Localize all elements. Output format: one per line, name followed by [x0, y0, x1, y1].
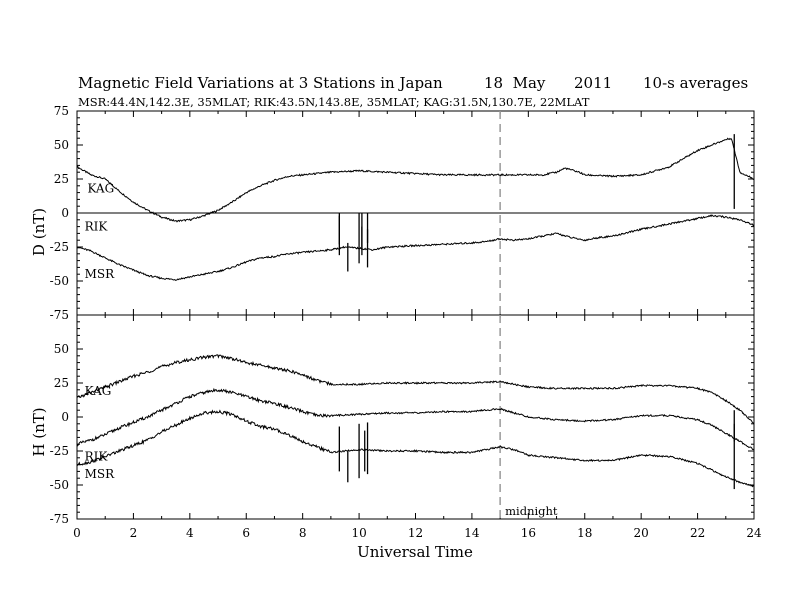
x-tick-label: 4 — [186, 526, 194, 540]
x-tick-label: 8 — [299, 526, 307, 540]
y-tick-label: 50 — [54, 342, 69, 356]
chart-averaging: 10-s averages — [643, 74, 748, 92]
series-label-msr: MSR — [85, 467, 116, 481]
y-tick-label: 75 — [54, 104, 69, 118]
x-tick-label: 16 — [521, 526, 536, 540]
series-label-kag: KAG — [85, 384, 112, 398]
x-tick-label: 10 — [351, 526, 366, 540]
panel-d: 75 50 25 0 -25 -50 -75 KAG RIK MSR — [50, 104, 755, 322]
plot-frame — [76, 314, 755, 520]
midnight-label: midnight — [505, 504, 558, 518]
chart-date: 18 May 2011 — [484, 74, 612, 92]
y-tick-label: 0 — [61, 206, 69, 220]
x-tick-label: 18 — [577, 526, 592, 540]
y-tick-label: -75 — [50, 512, 69, 526]
x-tick-label: 22 — [690, 526, 705, 540]
x-tick-label: 2 — [130, 526, 138, 540]
series-msr-line — [76, 409, 755, 488]
y-tick-label: 25 — [54, 376, 69, 390]
y-tick-label: 50 — [54, 138, 69, 152]
y-tick-label: -25 — [50, 444, 69, 458]
series-kag-line — [76, 354, 755, 425]
series-label-rik: RIK — [85, 449, 109, 463]
series-kag-line — [76, 137, 754, 223]
x-tick-label: 20 — [634, 526, 649, 540]
series-label-kag: KAG — [87, 182, 114, 196]
y-tick-label: -50 — [50, 478, 69, 492]
y-tick-label: 25 — [54, 172, 69, 186]
x-tick-label: 6 — [242, 526, 250, 540]
y-tick-label: -50 — [50, 274, 69, 288]
series-rik-line — [76, 387, 755, 451]
series-msr-line — [76, 214, 755, 281]
station-info: MSR:44.4N,142.3E, 35MLAT; RIK:43.5N,143.… — [78, 95, 590, 109]
y-tick-label: 0 — [61, 410, 69, 424]
x-tick-label: 12 — [408, 526, 423, 540]
x-axis-label: Universal Time — [357, 543, 473, 561]
x-tick-label: 0 — [73, 526, 81, 540]
chart-title: Magnetic Field Variations at 3 Stations … — [78, 74, 443, 92]
series-label-rik: RIK — [85, 220, 109, 234]
series-label-msr: MSR — [85, 267, 116, 281]
y-tick-label: -75 — [50, 308, 69, 322]
y-axis-label-h: H (nT) — [30, 407, 48, 456]
y-axis-label-d: D (nT) — [30, 208, 48, 256]
x-tick-label: 14 — [464, 526, 480, 540]
x-tick-label: 24 — [746, 526, 762, 540]
y-tick-label: -25 — [50, 240, 69, 254]
